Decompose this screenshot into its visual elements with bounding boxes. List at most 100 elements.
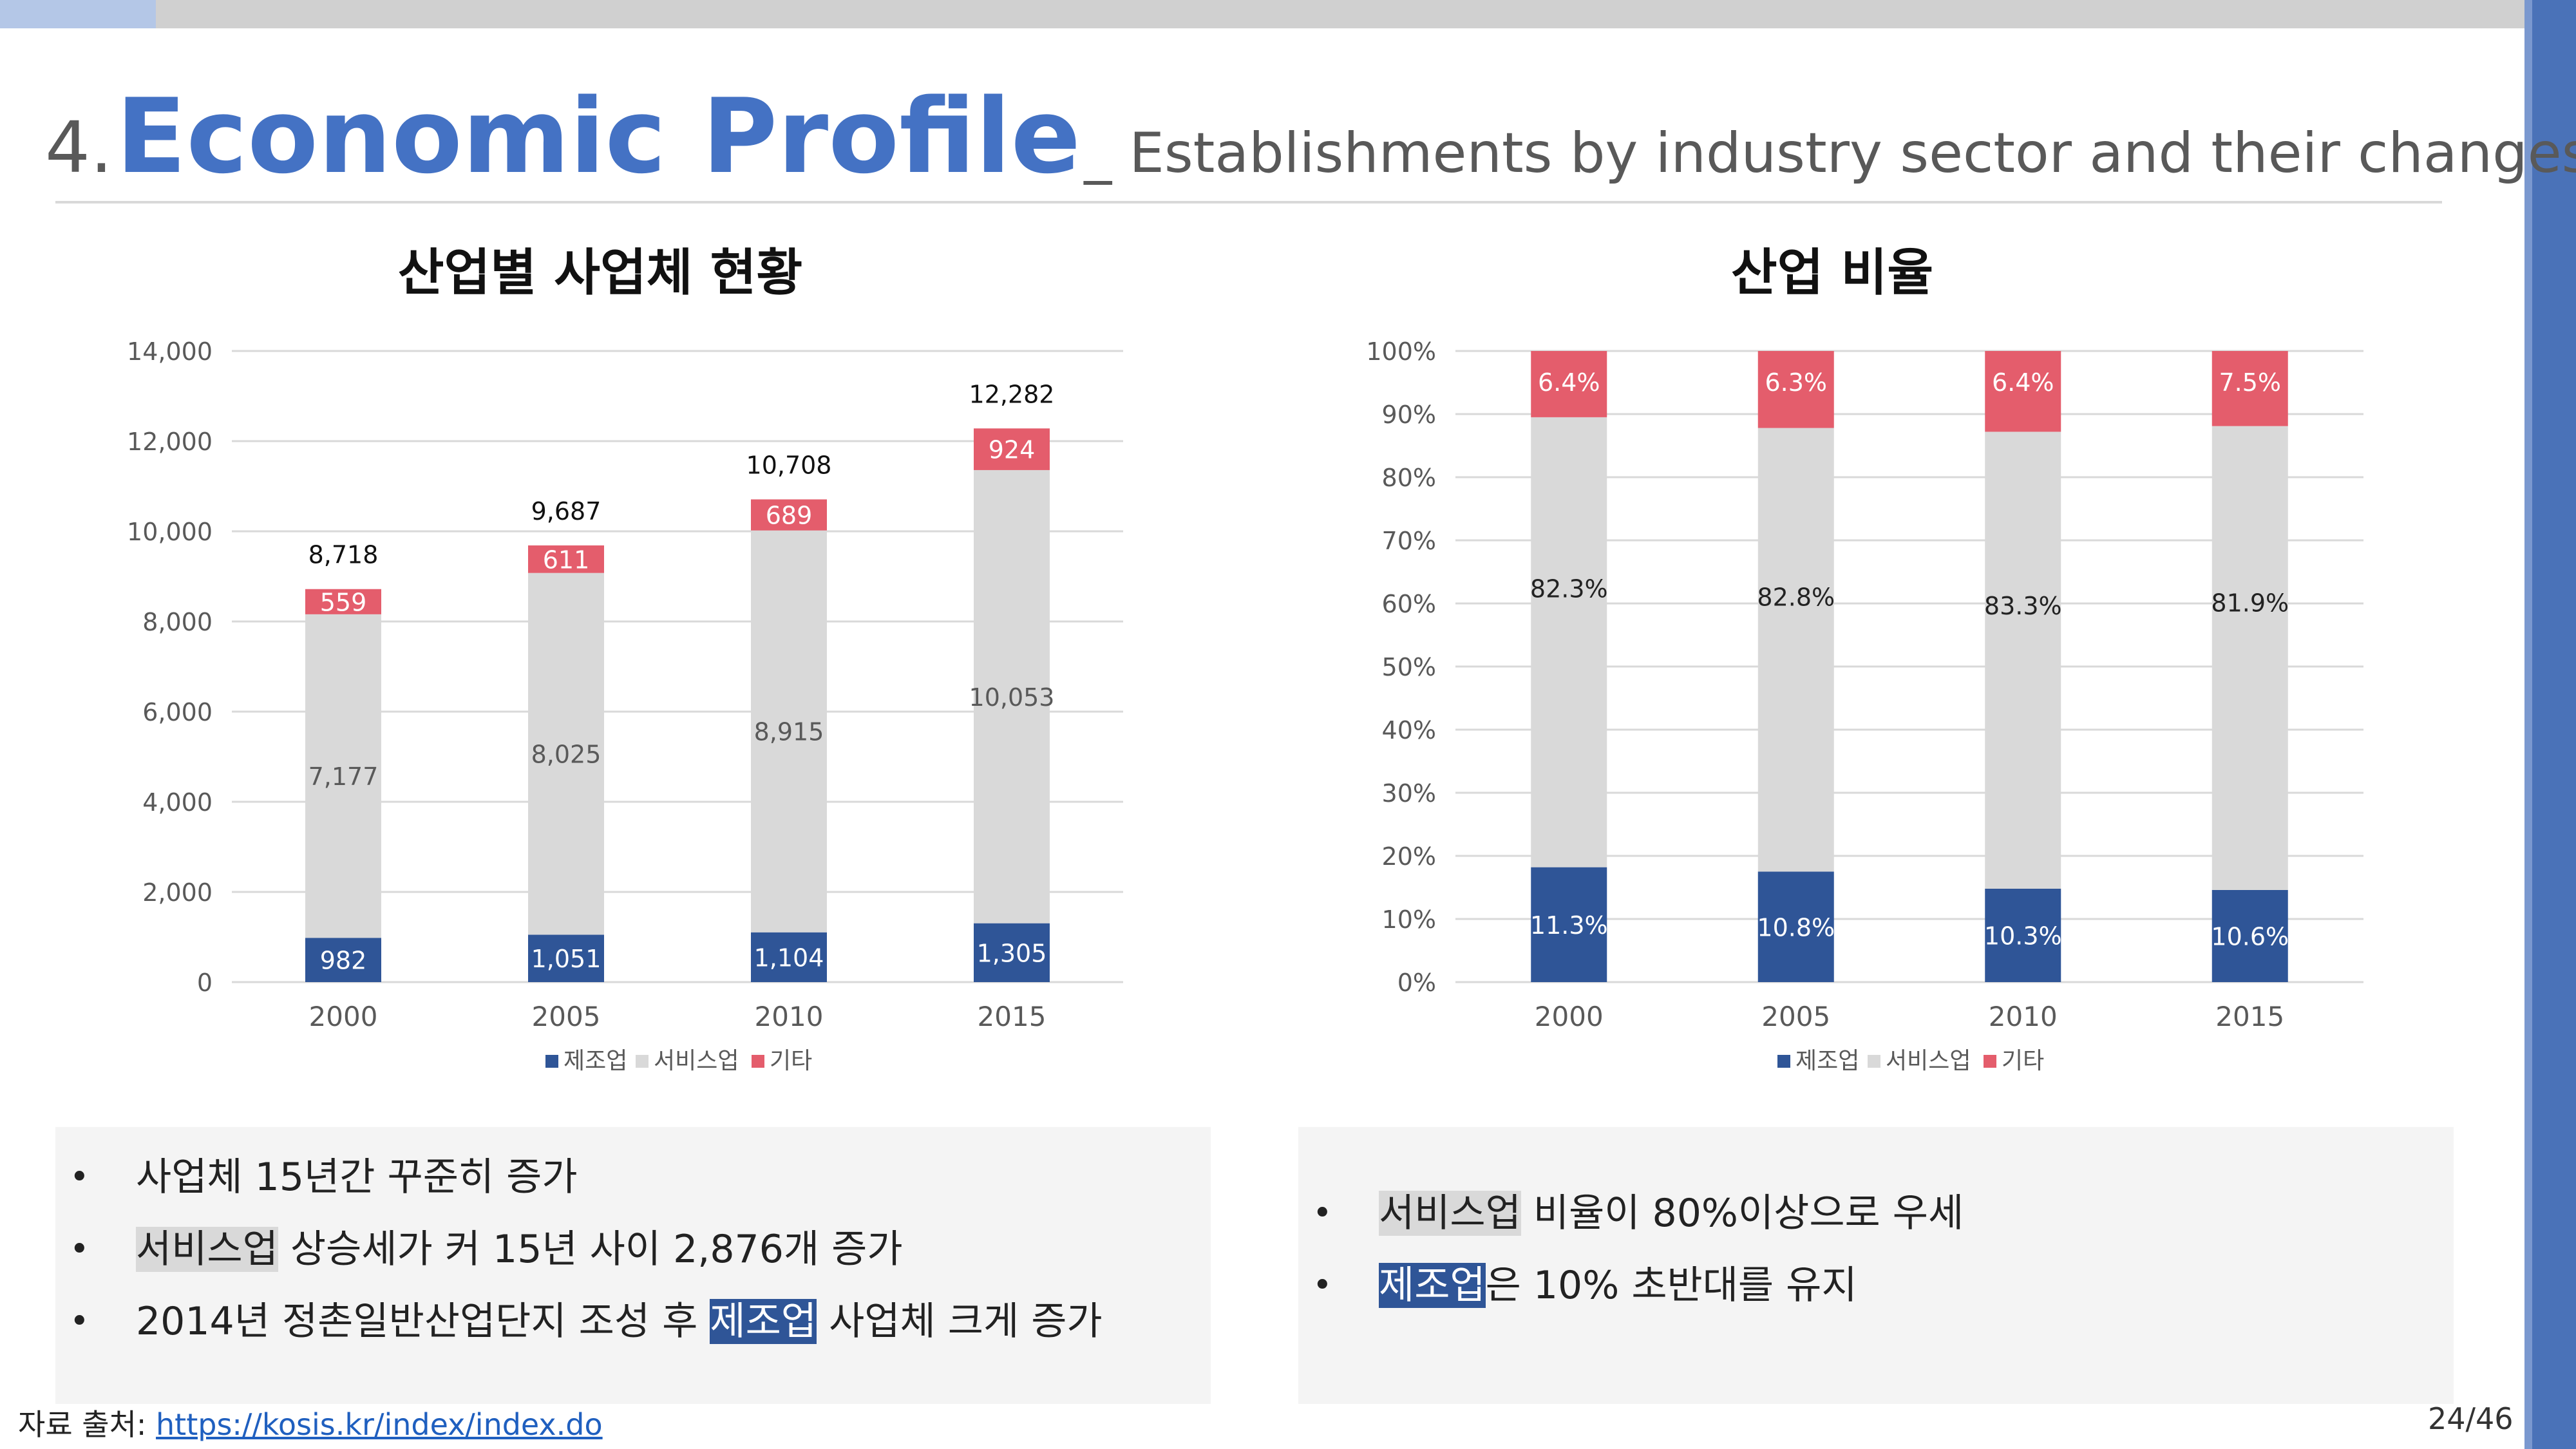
title-divider [55, 201, 2442, 204]
data-label: 8,025 [531, 741, 601, 769]
y-tick-label: 6,000 [142, 698, 213, 726]
bar-segment [528, 934, 604, 982]
data-label: 6.3% [1765, 368, 1827, 397]
legend-label: 제조업 [1795, 1048, 1859, 1074]
data-label: 7.5% [2219, 368, 2281, 397]
bar-segment [2211, 889, 2288, 982]
x-tick-label: 2010 [1989, 1001, 2058, 1032]
y-tick-label: 12,000 [127, 428, 213, 456]
x-tick-label: 2005 [1761, 1001, 1830, 1032]
note-left-item: • 사업체 15년간 꾸준히 증가 [55, 1141, 1211, 1213]
bar-segment [305, 938, 381, 982]
data-label: 611 [543, 545, 590, 574]
y-tick-label: 40% [1382, 716, 1436, 744]
x-tick-label: 2000 [309, 1001, 378, 1032]
legend-swatch [1984, 1055, 1996, 1068]
notes-left-list: • 사업체 15년간 꾸준히 증가 • 서비스업 상승세가 커 15년 사이 2,8… [55, 1127, 1211, 1358]
x-tick-label: 2015 [2215, 1001, 2284, 1032]
total-label: 8,718 [308, 541, 379, 569]
data-label: 10.3% [1984, 922, 2062, 950]
y-tick-label: 14,000 [127, 337, 213, 366]
total-label: 12,282 [969, 380, 1055, 408]
data-label: 81.9% [2211, 589, 2289, 617]
bar-segment [2211, 351, 2288, 426]
legend-label: 서비스업 [1886, 1048, 1971, 1074]
title-subtitle: _ Establishments by industry sector and … [1084, 121, 2576, 185]
note-text: 사업체 크게 증가 [817, 1299, 1103, 1344]
x-tick-label: 2000 [1535, 1001, 1604, 1032]
page-number: 24/46 [2428, 1401, 2514, 1436]
chart-title: 산업별 사업체 현황 [398, 244, 802, 302]
x-tick-label: 2015 [978, 1001, 1046, 1032]
y-tick-label: 90% [1382, 401, 1436, 429]
bar-segment [1531, 867, 1607, 982]
data-label: 83.3% [1984, 592, 2062, 620]
total-label: 9,687 [531, 497, 601, 526]
bullet: • [1312, 1194, 1332, 1233]
source-citation: 자료 출처: https://kosis.kr/index/index.do [18, 1401, 603, 1444]
data-label: 10,053 [969, 683, 1055, 712]
bullet: • [70, 1302, 90, 1341]
data-label: 10.8% [1757, 913, 1835, 942]
bar-segment [528, 573, 604, 935]
y-tick-label: 60% [1382, 590, 1436, 618]
data-label: 10.6% [2211, 922, 2289, 951]
source-label: 자료 출처: [18, 1407, 156, 1442]
title-main: Economic Profile [116, 76, 1081, 196]
source-link[interactable]: https://kosis.kr/index/index.do [156, 1407, 603, 1442]
y-tick-label: 20% [1382, 842, 1436, 871]
bar-segment [751, 530, 827, 933]
bar-segment [1531, 417, 1607, 867]
note-right-item: • 제조업은 10% 초반대를 유지 [1298, 1249, 2454, 1321]
x-tick-label: 2010 [755, 1001, 824, 1032]
bar-segment [2211, 426, 2288, 890]
chart-establishments-svg: 산업별 사업체 현황 0 2,000 4,000 6,000 8,000 10,000 12,… [127, 244, 1123, 1074]
y-tick-label: 100% [1366, 337, 1436, 366]
legend-label: 제조업 [564, 1048, 627, 1074]
note-highlight: 제조업 [1379, 1263, 1486, 1308]
bullet: • [1312, 1266, 1332, 1305]
legend-swatch [1868, 1055, 1880, 1068]
data-label: 6.4% [1538, 368, 1600, 397]
bar-segment [1985, 431, 2061, 889]
note-text: 비율이 80%이상으로 우세 [1520, 1191, 1964, 1236]
legend-swatch [1777, 1055, 1790, 1068]
right-side-bar-edge [2524, 0, 2532, 1449]
y-tick-label: 4,000 [142, 788, 213, 817]
data-label: 559 [320, 588, 367, 616]
notes-right-box: • 서비스업 비율이 80%이상으로 우세 • 제조업은 10% 초반대를 유지 [1298, 1127, 2454, 1404]
y-tick-label: 0 [197, 969, 213, 997]
x-tick-label: 2005 [532, 1001, 601, 1032]
y-tick-label: 2,000 [142, 878, 213, 907]
note-highlight: 서비스업 [136, 1227, 278, 1272]
data-label: 8,915 [754, 718, 824, 746]
y-tick-label: 10,000 [127, 518, 213, 546]
bar-segment [751, 932, 827, 982]
note-text: 2014년 정촌일반산업단지 조성 후 [136, 1299, 710, 1344]
note-left-item: • 서비스업 상승세가 커 15년 사이 2,876개 증가 [55, 1213, 1211, 1285]
bar-segment [1985, 351, 2061, 432]
page-title: 4. Economic Profile _ Establishments by … [45, 76, 2576, 196]
note-text: 사업체 15년간 꾸준히 증가 [136, 1155, 578, 1200]
y-tick-label: 10% [1382, 905, 1436, 934]
y-tick-label: 80% [1382, 464, 1436, 492]
y-tick-label: 0% [1397, 969, 1436, 997]
legend-swatch [545, 1055, 558, 1068]
notes-left-box: • 사업체 15년간 꾸준히 증가 • 서비스업 상승세가 커 15년 사이 2,8… [55, 1127, 1211, 1404]
y-tick-label: 8,000 [142, 608, 213, 636]
data-label: 982 [320, 947, 367, 975]
bar-segment [305, 589, 381, 614]
bar-segment [305, 614, 381, 938]
bar-segment [1985, 888, 2061, 982]
title-number: 4. [45, 106, 113, 189]
total-label: 10,708 [746, 451, 832, 479]
legend-label: 기타 [2002, 1048, 2044, 1074]
chart-title: 산업 비율 [1731, 244, 1933, 302]
data-label: 7,177 [308, 762, 379, 791]
bar-segment [528, 545, 604, 573]
bar-segment [1757, 428, 1834, 872]
bullet: • [70, 1158, 90, 1197]
note-highlight: 서비스업 [1379, 1191, 1521, 1236]
bar-segment [974, 923, 1050, 982]
data-label: 1,104 [754, 943, 824, 972]
